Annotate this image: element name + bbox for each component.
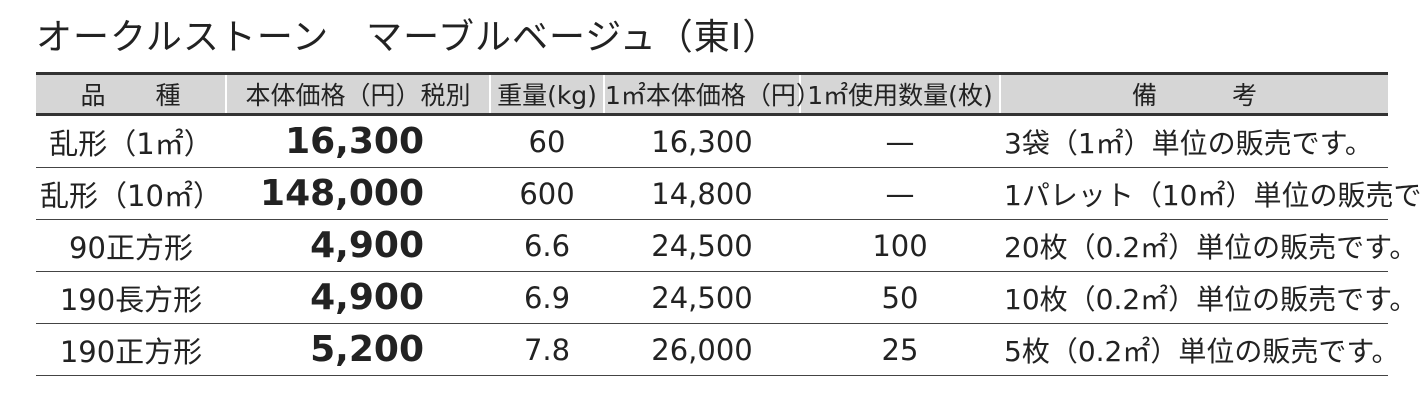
table-cell: 16,300 [604,114,800,168]
table-cell: 5,200 [226,323,490,376]
table-cell: 5枚（0.2㎡）単位の販売です。 [1000,323,1400,376]
table-row: 190正方形 5,200 7.8 26,000 25 5枚（0.2㎡）単位の販売です。 [36,323,1400,376]
table-cell: 90正方形 [36,219,226,272]
table-cell: 4,900 [226,271,490,324]
column-header: 品 種 [36,72,226,116]
table-cell: 25 [800,323,1000,376]
column-header: 重量(kg) [489,72,604,116]
column-header: 本体価格（円）税別 [225,72,490,116]
table-body: 乱形（1㎡） 16,300 60 16,300—3袋（1㎡）単位の販売です。 乱形（10… [36,114,1424,376]
table-cell: 148,000 [226,167,490,220]
table-cell: 24,500 [604,271,800,324]
table-cell: 190正方形 [36,323,226,376]
table-cell: 20枚（0.2㎡）単位の販売です。 [1000,219,1417,272]
column-header: 1㎡使用数量(枚) [799,72,1000,116]
table-cell: 乱形（1㎡） [36,114,226,168]
table-row: 190長方形 4,900 6.9 24,500 50 10枚（0.2㎡）単位の販売です。 [36,271,1417,324]
table-row: 乱形（10㎡） 148,000 600 14,800—1パレット（10㎡）単位の販売で… [36,167,1424,220]
table-cell: 乱形（10㎡） [36,167,226,220]
table-cell: 26,000 [604,323,800,376]
table-cell: 190長方形 [36,271,226,324]
table-cell: 10枚（0.2㎡）単位の販売です。 [1000,271,1417,324]
table-cell: 100 [800,219,1000,272]
price-table: 品 種本体価格（円）税別 重量(kg) 1㎡本体価格（円） 1㎡使用数量(枚) 備 考 … [36,72,1424,376]
table-row: 90正方形 4,900 6.6 24,500 100 20枚（0.2㎡）単位の販売です。 [36,219,1417,272]
table-cell: 6.6 [490,219,604,272]
table-cell: 1パレット（10㎡）単位の販売です。 [1000,167,1424,220]
table-cell: 6.9 [490,271,604,324]
table-cell: 16,300 [226,114,490,168]
table-cell: 600 [490,167,604,220]
column-header: 備 考 [999,72,1388,116]
header-row: 品 種本体価格（円）税別 重量(kg) 1㎡本体価格（円） 1㎡使用数量(枚) 備 考 [36,72,1388,116]
table-cell: 24,500 [604,219,800,272]
table-cell: 4,900 [226,219,490,272]
table-cell: 14,800 [604,167,800,220]
table-cell: — [800,167,1000,220]
table-cell: 7.8 [490,323,604,376]
table-cell: 50 [800,271,1000,324]
table-cell: 60 [490,114,604,168]
table-cell: — [800,114,1000,168]
title: オークルストーン マーブルベージュ（東Ⅰ） [36,17,780,58]
column-header: 1㎡本体価格（円） [603,72,821,116]
table-row: 乱形（1㎡） 16,300 60 16,300—3袋（1㎡）単位の販売です。 [36,114,1388,168]
table-cell: 3袋（1㎡）単位の販売です。 [1000,114,1388,168]
